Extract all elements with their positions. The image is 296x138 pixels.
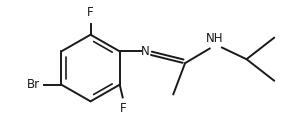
- Text: F: F: [87, 6, 94, 19]
- Text: N: N: [141, 45, 150, 58]
- Text: F: F: [120, 102, 127, 115]
- Text: Br: Br: [26, 78, 40, 91]
- Text: NH: NH: [206, 32, 223, 46]
